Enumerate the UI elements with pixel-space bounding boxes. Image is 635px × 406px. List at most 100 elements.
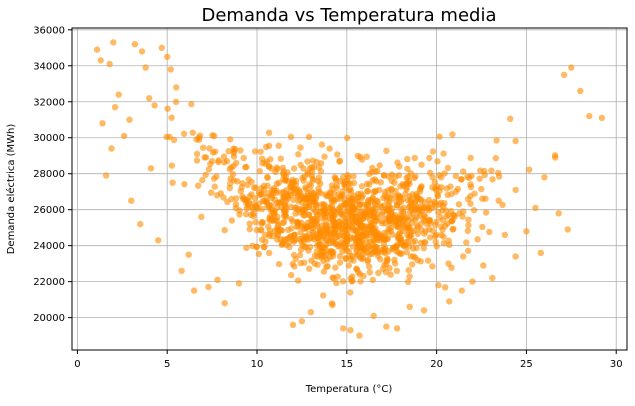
data-point <box>452 172 460 180</box>
data-point <box>435 282 442 289</box>
data-point <box>359 255 367 262</box>
data-point <box>468 172 475 180</box>
data-point <box>411 237 419 245</box>
data-point <box>228 195 235 203</box>
data-point <box>343 221 350 228</box>
data-point <box>413 244 420 252</box>
data-point <box>407 232 414 239</box>
data-point <box>354 252 361 259</box>
data-point <box>166 133 173 141</box>
data-point <box>309 225 317 232</box>
data-point <box>252 218 259 226</box>
data-point <box>178 267 185 274</box>
data-point <box>298 318 306 325</box>
data-point <box>412 216 419 223</box>
data-point <box>282 212 289 219</box>
data-point <box>261 231 269 238</box>
data-point <box>347 275 354 282</box>
data-point <box>202 171 209 179</box>
data-point <box>387 271 394 278</box>
data-point <box>444 220 451 227</box>
y-tick-label: 34000 <box>33 61 65 72</box>
data-point <box>252 184 259 191</box>
data-point <box>403 248 410 256</box>
data-point <box>292 181 300 188</box>
data-point <box>289 218 296 225</box>
data-point <box>476 175 483 182</box>
data-point <box>297 246 305 253</box>
data-point <box>307 243 314 251</box>
data-point <box>326 248 333 255</box>
data-point <box>242 211 250 218</box>
data-point <box>344 226 352 233</box>
data-point <box>137 220 144 228</box>
x-tick-label: 10 <box>251 359 264 370</box>
data-point <box>189 129 196 136</box>
data-point <box>387 220 395 227</box>
data-point <box>382 249 389 257</box>
data-point <box>320 206 327 214</box>
data-point <box>258 191 266 198</box>
data-point <box>344 134 351 142</box>
data-point <box>424 257 432 264</box>
data-point <box>262 238 269 245</box>
data-point <box>280 236 288 243</box>
data-point <box>373 217 380 225</box>
data-point <box>439 216 446 224</box>
data-point <box>418 161 425 168</box>
data-point <box>379 211 386 219</box>
data-point <box>426 154 433 162</box>
data-point <box>480 262 487 269</box>
data-point <box>321 244 329 251</box>
data-point <box>420 307 428 314</box>
data-point <box>108 145 115 152</box>
data-point <box>193 157 201 164</box>
data-point <box>388 171 396 178</box>
data-point <box>443 185 450 192</box>
data-point <box>393 267 400 274</box>
data-point <box>442 284 449 291</box>
data-point <box>201 154 208 161</box>
data-point <box>302 243 309 251</box>
data-point <box>357 212 365 219</box>
data-point <box>482 195 489 202</box>
data-point <box>467 183 475 191</box>
data-point <box>388 177 395 184</box>
data-point <box>263 198 271 205</box>
data-point <box>253 243 260 251</box>
data-point <box>360 272 367 280</box>
data-point <box>264 174 271 181</box>
data-point <box>339 188 346 195</box>
data-point <box>568 64 575 71</box>
data-point <box>329 230 337 238</box>
data-point <box>406 273 413 280</box>
data-point <box>342 243 349 251</box>
data-point <box>422 213 429 221</box>
data-point <box>564 226 571 233</box>
data-point <box>410 253 417 260</box>
data-point <box>374 252 382 260</box>
data-point <box>464 227 471 235</box>
data-point <box>212 148 219 155</box>
data-point <box>385 225 392 233</box>
data-point <box>307 182 314 189</box>
data-point <box>264 203 271 210</box>
data-point <box>294 277 302 284</box>
data-point <box>404 165 411 172</box>
data-point <box>282 177 289 184</box>
data-point <box>370 188 377 196</box>
data-point <box>428 205 435 212</box>
data-point <box>363 153 370 160</box>
data-point <box>318 252 325 259</box>
data-point <box>353 227 360 234</box>
data-point <box>326 145 333 152</box>
data-point <box>395 249 402 256</box>
data-point <box>438 184 445 191</box>
data-point <box>532 204 539 212</box>
data-point <box>358 190 365 197</box>
data-point <box>353 219 360 226</box>
data-point <box>393 325 401 332</box>
data-point <box>394 159 401 166</box>
y-axis-label: Demanda eléctrica (MWh) <box>5 124 17 255</box>
data-point <box>431 200 439 207</box>
